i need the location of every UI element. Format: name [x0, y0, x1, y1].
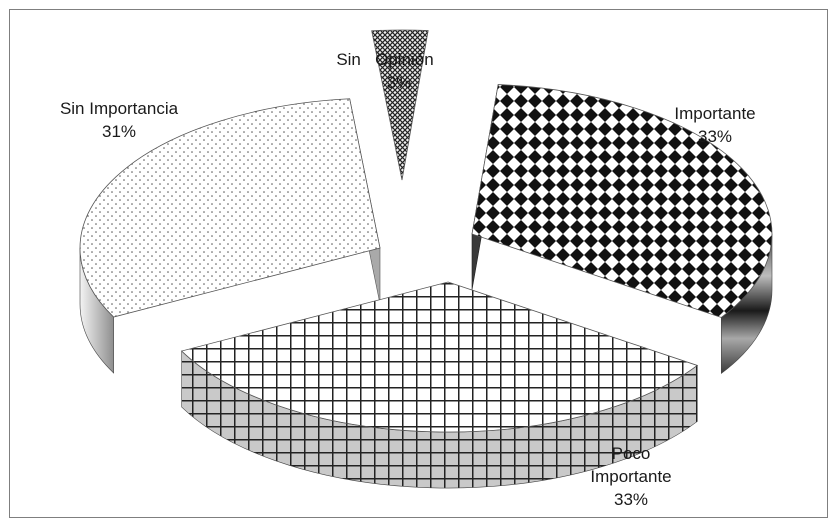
slice-sin-opini-n: [371, 29, 429, 181]
data-label-sin-opinion: Sin Opinión 3%: [310, 48, 460, 94]
slice-importante: [471, 84, 773, 375]
slices-layer: [79, 29, 773, 489]
chart-area: Importante 33% Poco Importante 33% Sin I…: [9, 9, 828, 518]
slice-value-sin-importancia: 31%: [101, 122, 137, 141]
slice-sin-importancia: [79, 98, 381, 374]
slice-poco-importante: [180, 281, 699, 489]
slice-value-poco-importante: 33%: [613, 490, 649, 509]
slice-name-importante: Importante: [674, 104, 756, 123]
slice-name-sin-opinion-line1: Sin: [336, 50, 361, 69]
slice-value-sin-opinion: 3%: [386, 73, 412, 92]
data-label-sin-importancia: Sin Importancia 31%: [39, 97, 199, 143]
slice-top-sin-importancia: [79, 98, 381, 318]
slice-name-sin-opinion-line2: Opinión: [375, 50, 434, 69]
pie-chart: [79, 29, 773, 489]
slice-top-poco-importante: [180, 281, 699, 433]
slice-top-sin-opini-n: [371, 29, 429, 181]
slice-name-sin-opinion: Sin Opinión: [310, 48, 460, 71]
slice-name-poco-importante-line1: Poco: [611, 444, 651, 463]
slice-top-importante: [471, 84, 773, 318]
slice-name-poco-importante-line2: Importante: [590, 467, 672, 486]
data-label-importante: Importante 33%: [650, 102, 780, 148]
slice-value-importante: 33%: [697, 127, 733, 146]
slice-name-sin-importancia: Sin Importancia: [59, 99, 179, 118]
data-label-poco-importante: Poco Importante 33%: [566, 442, 696, 511]
